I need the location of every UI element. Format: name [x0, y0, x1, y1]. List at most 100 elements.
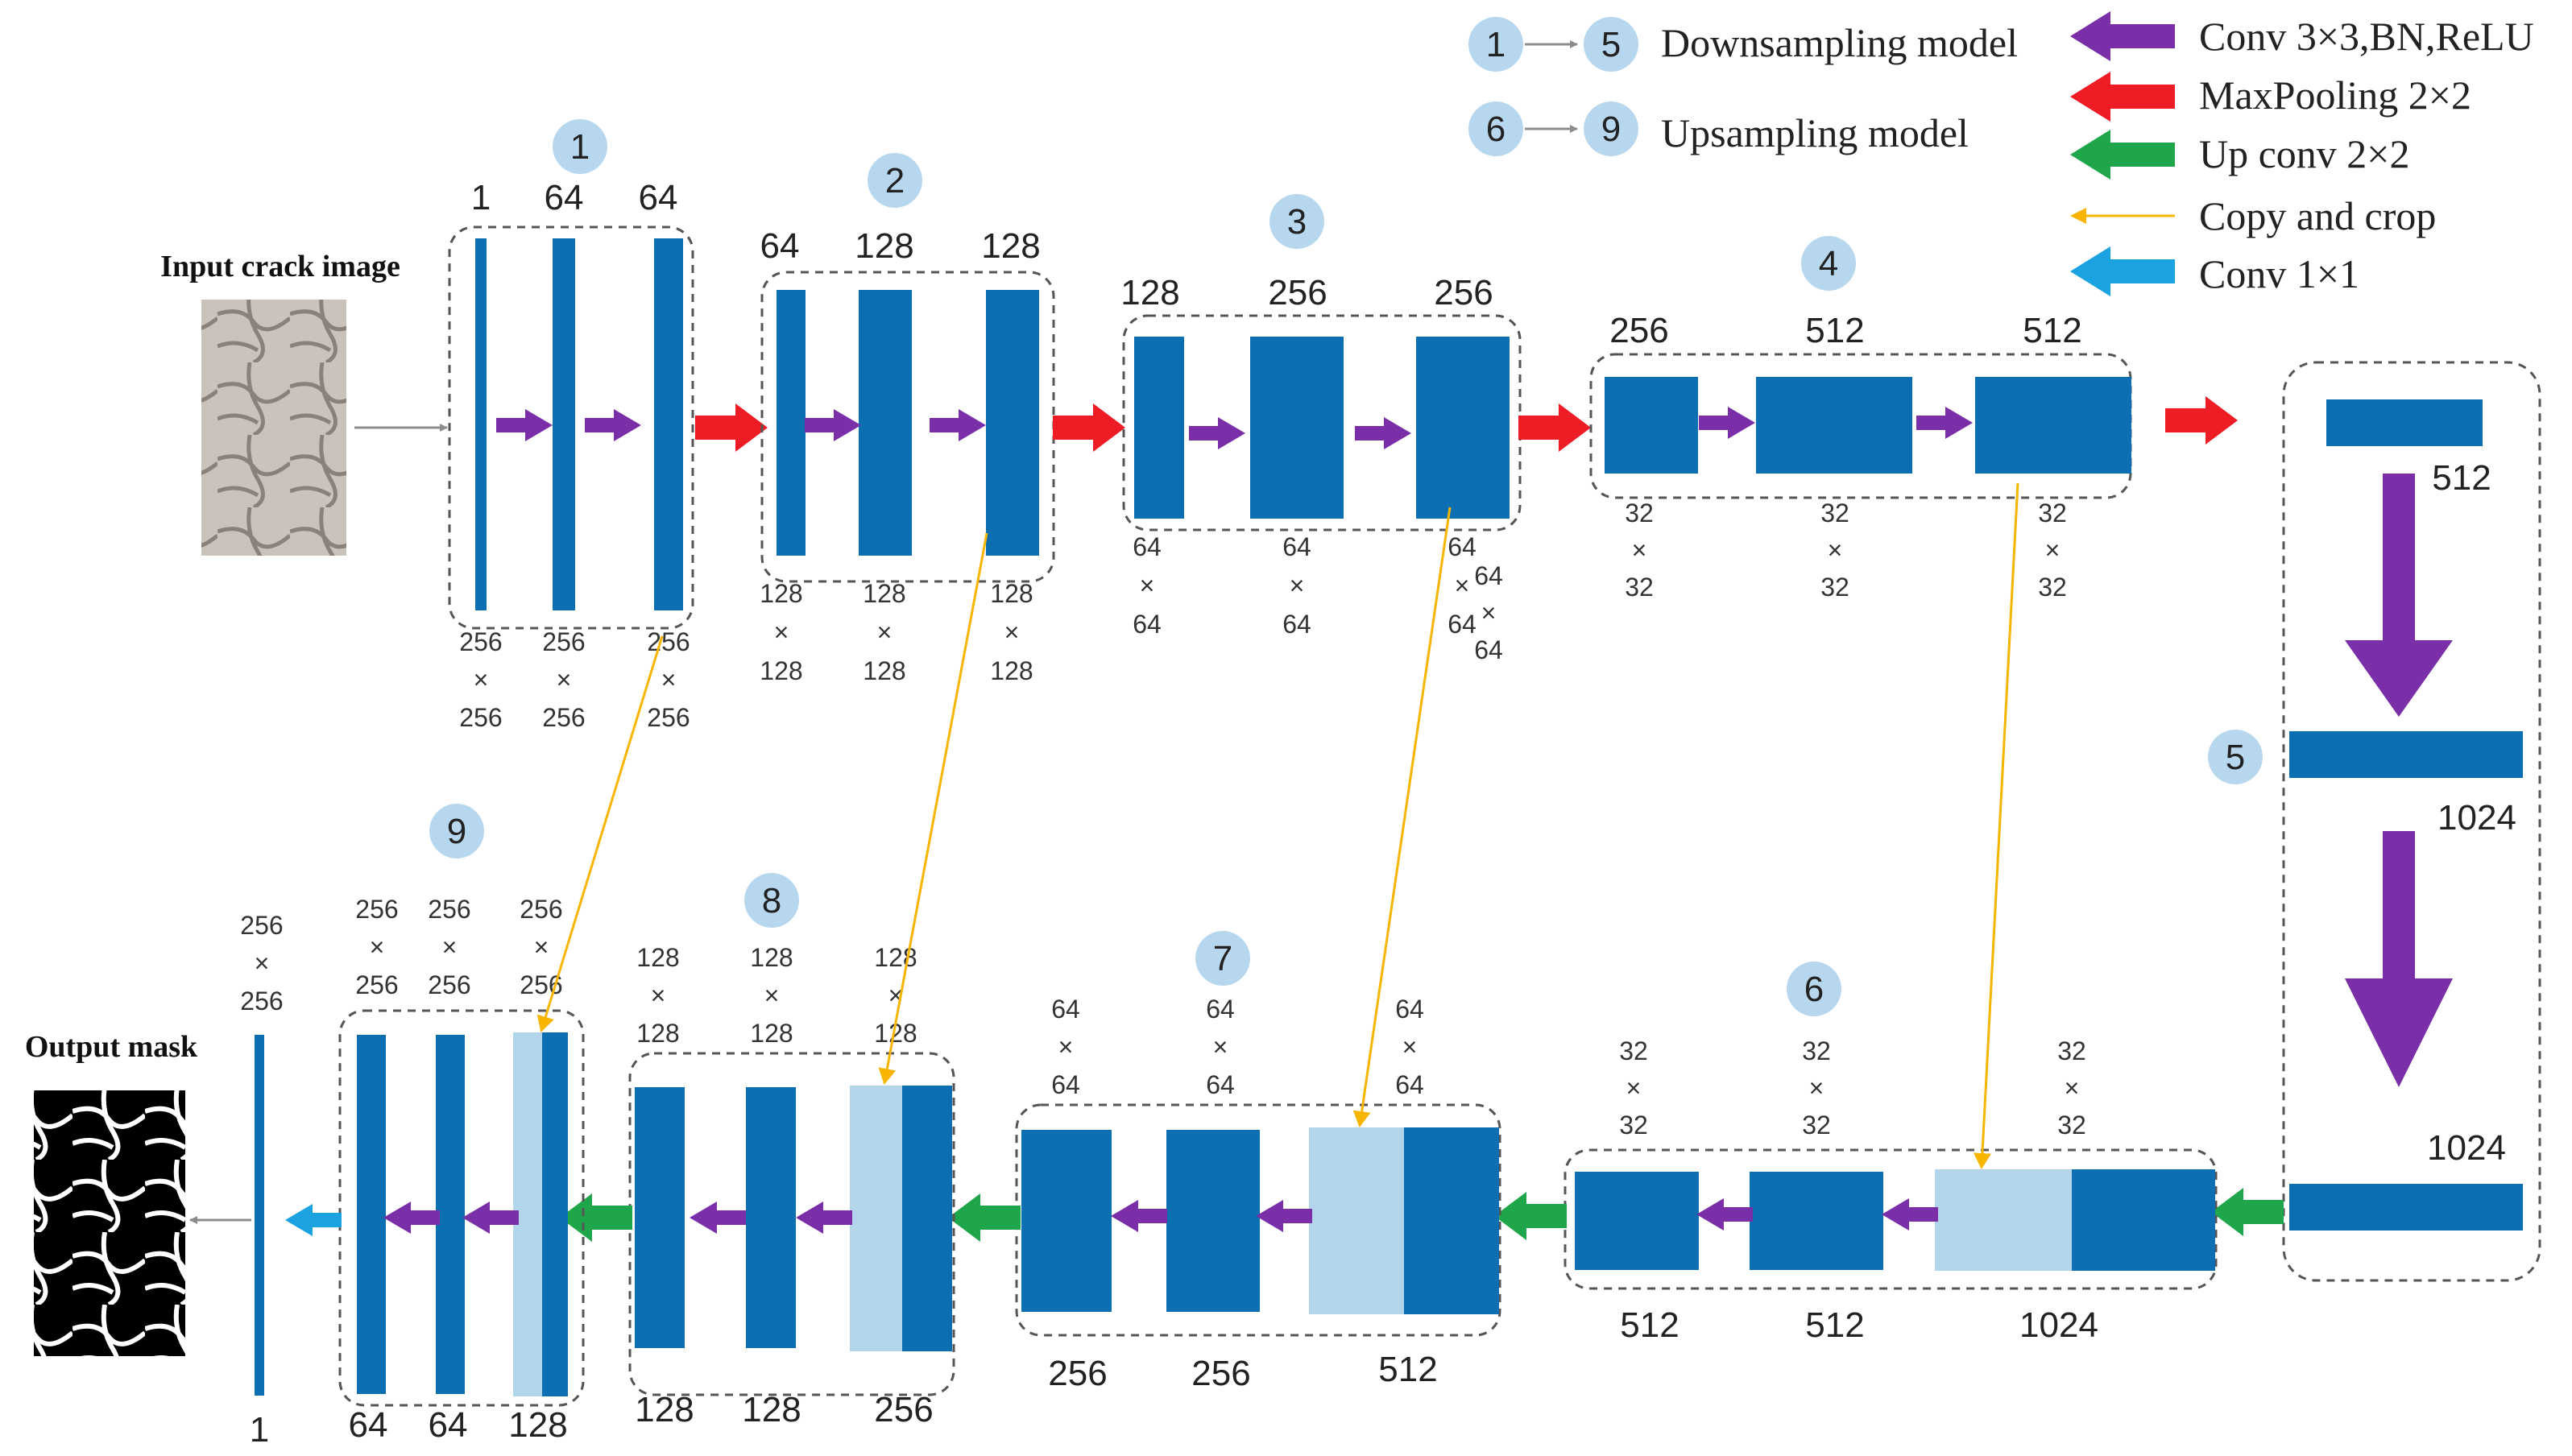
stage-4-circle [1801, 236, 1856, 291]
svg-text:×: × [534, 933, 549, 962]
svg-text:32: 32 [1619, 1111, 1648, 1140]
s7-block-c [1404, 1127, 1499, 1314]
svg-text:×: × [1213, 1032, 1228, 1061]
stage-5: 5 512 1024 1024 [2208, 361, 2541, 1282]
svg-text:64: 64 [1051, 1070, 1080, 1099]
stage-9-number: 9 [447, 812, 466, 851]
s8-ch-c: 256 [874, 1390, 933, 1429]
s3-conv-arrow-2 [1355, 417, 1411, 449]
s2-conv-arrow-1 [805, 409, 861, 441]
svg-text:256: 256 [542, 703, 585, 732]
svg-text:32: 32 [1820, 573, 1849, 602]
s9-dim-c: 256 × 256 [520, 895, 562, 999]
stage-2: 2 64 128 128 128 × 128 128 × 128 128 × 1… [760, 153, 1055, 685]
s1-dim-a: 256 × 256 [459, 627, 502, 732]
svg-text:32: 32 [2057, 1036, 2086, 1065]
svg-text:×: × [1632, 536, 1647, 565]
s5-block-a [2326, 399, 2483, 446]
svg-text:32: 32 [1802, 1111, 1831, 1140]
stage-8-circle [744, 873, 799, 928]
s7-conv-arrow-1 [1111, 1200, 1167, 1232]
legend-downsampling-text: Downsampling model [1661, 20, 2018, 65]
stage-3: 3 128 256 256 64 × 64 64 × 64 64 × 64 64… [1120, 194, 1522, 664]
s6-conv-arrow-2 [1882, 1198, 1938, 1231]
svg-text:128: 128 [990, 656, 1033, 685]
svg-text:×: × [557, 665, 572, 694]
svg-text:128: 128 [636, 1019, 679, 1048]
copy-crop-1-9 [536, 635, 664, 1032]
s4-ch-a: 256 [1609, 311, 1668, 350]
svg-text:64: 64 [1474, 561, 1503, 590]
s8-conv-arrow-2 [796, 1202, 852, 1234]
s1-ch-a: 1 [471, 178, 491, 217]
s3-ch-c: 256 [1434, 273, 1493, 312]
s2-dim-b: 128 × 128 [863, 579, 905, 685]
s5-conv-arrow-1 [2345, 474, 2453, 717]
svg-text:32: 32 [1625, 573, 1654, 602]
final-block [255, 1035, 264, 1396]
s4-ch-c: 512 [2023, 311, 2081, 350]
svg-text:64: 64 [1051, 995, 1080, 1024]
s8-ch-a: 128 [635, 1390, 694, 1429]
stage-9: 9 64 64 128 256 × 256 256 × 256 256 × 25… [338, 804, 585, 1445]
svg-text:256: 256 [428, 970, 470, 999]
s5-ch-c: 1024 [2427, 1128, 2506, 1168]
svg-text:256: 256 [459, 703, 502, 732]
legend-copy-text: Copy and crop [2199, 193, 2436, 238]
svg-text:256: 256 [355, 970, 398, 999]
svg-text:×: × [661, 665, 677, 694]
s2-ch-c: 128 [981, 226, 1040, 266]
s7-ch-a: 256 [1048, 1354, 1107, 1393]
s1-block-c [654, 238, 683, 610]
svg-text:128: 128 [760, 656, 802, 685]
svg-text:×: × [877, 618, 893, 647]
s7-dim-b: 64 × 64 [1206, 995, 1235, 1099]
s2-ch-b: 128 [855, 226, 913, 266]
stage-3-number: 3 [1287, 202, 1307, 242]
svg-text:256: 256 [459, 627, 502, 656]
upconv-arrow-7 [1494, 1192, 1567, 1240]
svg-text:×: × [651, 981, 666, 1010]
stage-9-circle [429, 804, 484, 858]
stage-5-frame [2282, 361, 2541, 1282]
s2-block-c [986, 290, 1039, 556]
svg-text:64: 64 [1206, 995, 1235, 1024]
stage-7-frame [1015, 1103, 1501, 1337]
stage-7-circle [1195, 931, 1250, 986]
legend-conv1x1: Conv 1×1 [2070, 246, 2359, 296]
svg-text:32: 32 [2038, 498, 2067, 527]
legend-copy: Copy and crop [2070, 193, 2436, 238]
svg-text:32: 32 [1619, 1036, 1648, 1065]
s3-block-b [1250, 337, 1344, 519]
legend-circle-6-label: 6 [1486, 110, 1506, 149]
legend-red-arrow-icon [2070, 72, 2175, 122]
legend-circle-9-label: 9 [1601, 110, 1621, 149]
s9-block-a [357, 1035, 386, 1394]
svg-text:256: 256 [542, 627, 585, 656]
legend-upconv: Up conv 2×2 [2070, 130, 2410, 180]
stage-4: 4 256 512 512 32 × 32 32 × 32 32 × 32 [1589, 236, 2132, 602]
legend-circle-6 [1468, 101, 1523, 156]
svg-text:64: 64 [1133, 610, 1162, 639]
s6-block-a [1575, 1172, 1699, 1270]
s9-block-c [542, 1032, 568, 1396]
svg-text:×: × [1809, 1073, 1824, 1102]
s2-conv-arrow-2 [930, 409, 986, 441]
legend-maxpool-text: MaxPooling 2×2 [2199, 72, 2471, 118]
svg-text:×: × [2065, 1073, 2080, 1102]
svg-text:×: × [1290, 571, 1305, 600]
s1-conv-arrow-1 [496, 409, 553, 441]
s5-conv-arrow-2 [2345, 831, 2453, 1087]
s1-dim-c: 256 × 256 [647, 627, 690, 732]
s1-block-a [475, 238, 487, 610]
svg-text:64: 64 [1133, 532, 1162, 561]
legend: 1 5 Downsampling model 6 9 Upsampling mo… [1468, 11, 2534, 296]
svg-text:64: 64 [1474, 635, 1503, 664]
svg-text:256: 256 [647, 627, 690, 656]
s1-conv-arrow-2 [585, 409, 641, 441]
svg-text:×: × [255, 949, 270, 978]
s3-ch-b: 256 [1268, 273, 1327, 312]
pool-arrow-4 [2165, 396, 2238, 445]
s3-dim-c-dup: 64 × 64 [1474, 561, 1503, 664]
s2-block-a [777, 290, 806, 556]
